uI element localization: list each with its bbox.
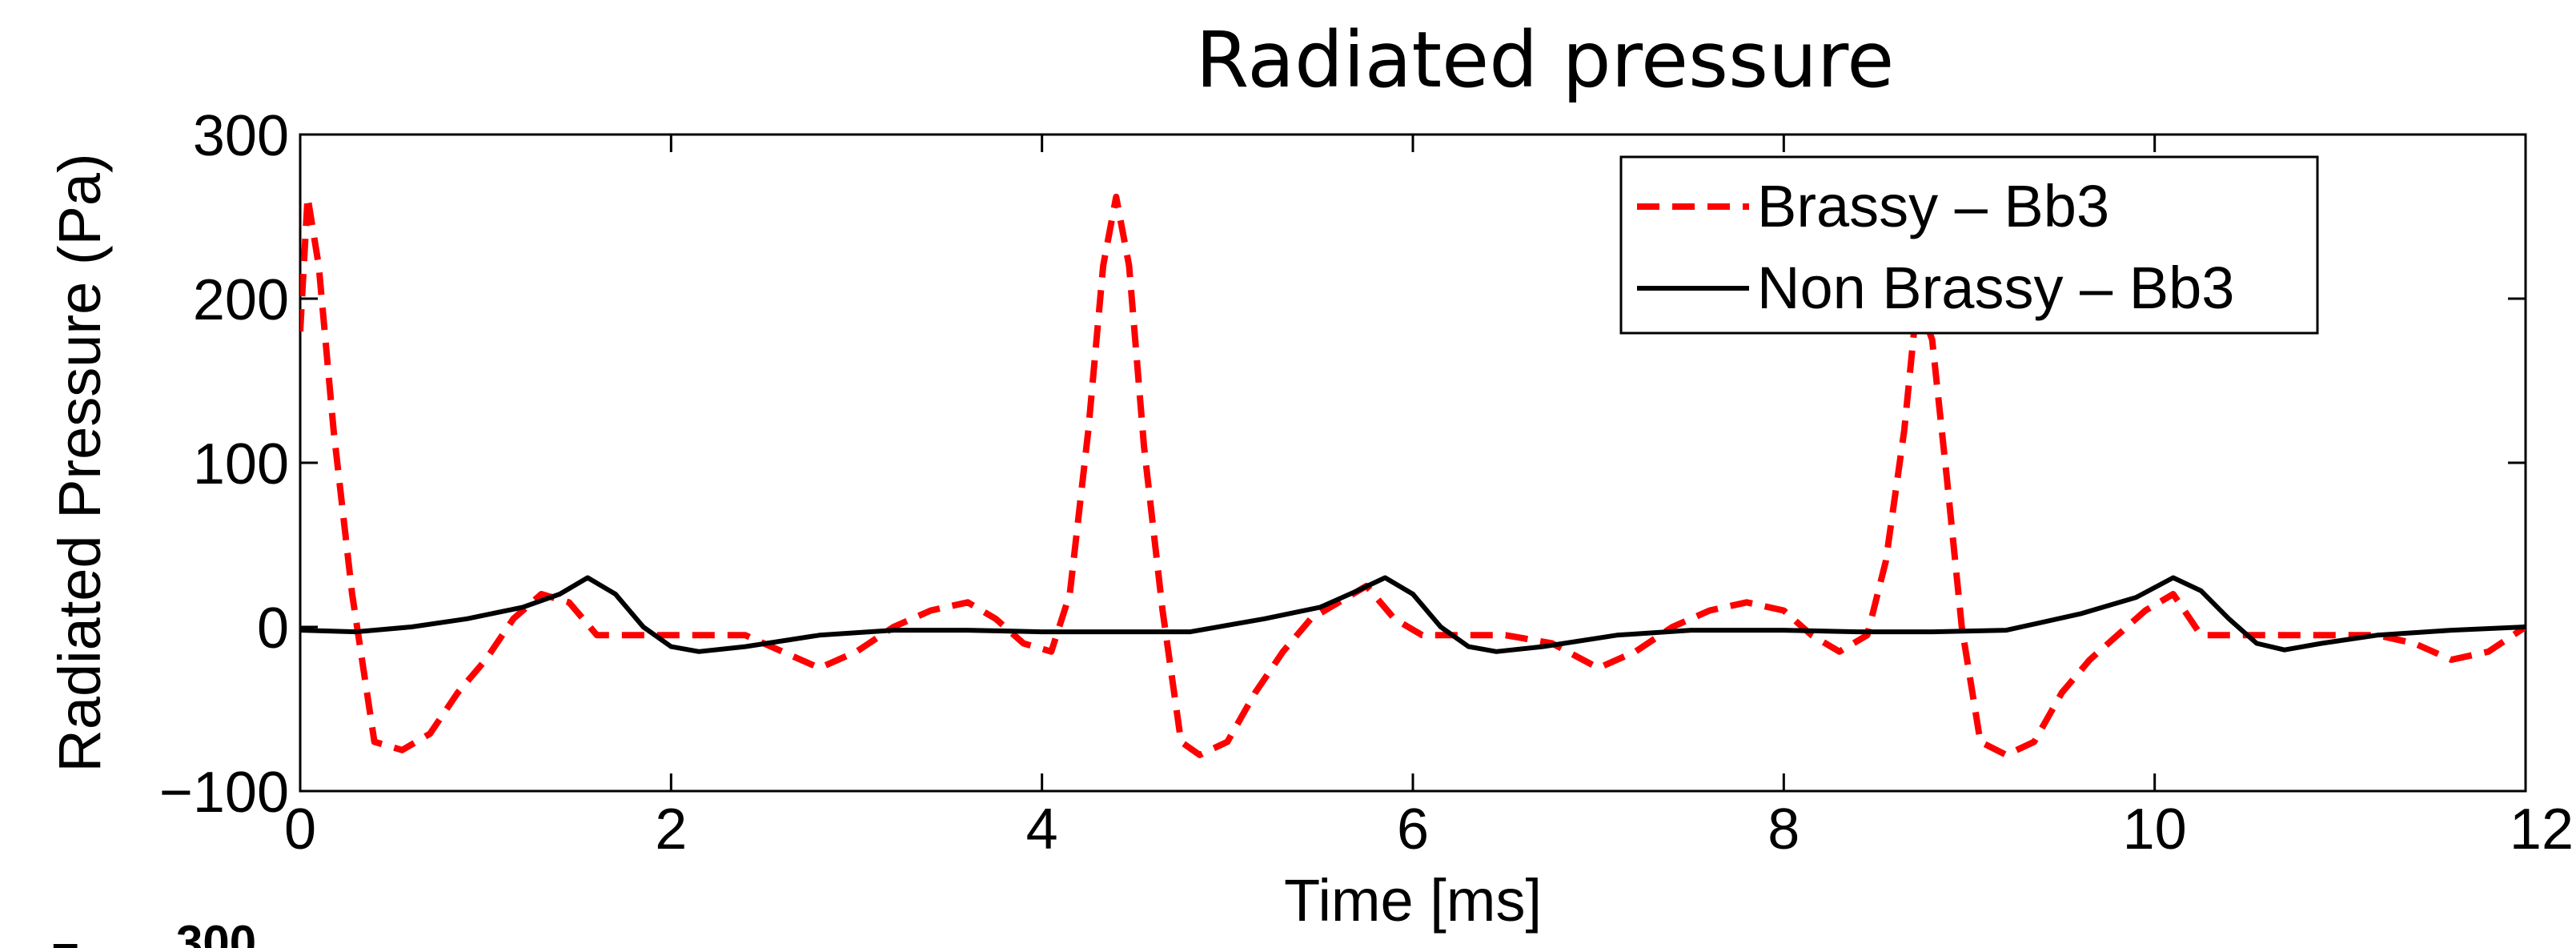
y-tick-label: 100: [193, 432, 289, 496]
x-axis-label: Time [ms]: [1284, 867, 1542, 934]
x-tick-label: 4: [1026, 797, 1058, 862]
legend-box: [1619, 155, 2319, 335]
series-line-non-brassy: [300, 575, 2526, 654]
clipped-next-panel-tick: 300: [176, 916, 256, 948]
series-line-brassy: [300, 193, 2526, 758]
x-tick-label: 10: [2123, 797, 2187, 862]
y-tick-label: −100: [159, 761, 289, 825]
x-tick-label: 12: [2510, 797, 2574, 862]
series-layer: [300, 193, 2526, 758]
legend: Brassy – Bb3 Non Brassy – Bb3: [1619, 155, 2319, 335]
y-axis-label: Radiated Pressure (Pa): [46, 153, 113, 772]
y-tick-label: 300: [193, 104, 289, 168]
legend-label-non-brassy: Non Brassy – Bb3: [1757, 255, 2234, 321]
chart-title: Radiated pressure: [1196, 15, 1895, 105]
x-tick-label: 2: [655, 797, 687, 862]
x-tick-label: 0: [284, 797, 316, 862]
x-tick-label: 8: [1767, 797, 1800, 862]
y-tick-label: 200: [193, 268, 289, 332]
x-tick-label: 6: [1397, 797, 1429, 862]
clipped-next-panel-mark: –: [52, 916, 78, 948]
legend-label-brassy: Brassy – Bb3: [1757, 173, 2109, 239]
y-tick-label: 0: [257, 597, 289, 661]
